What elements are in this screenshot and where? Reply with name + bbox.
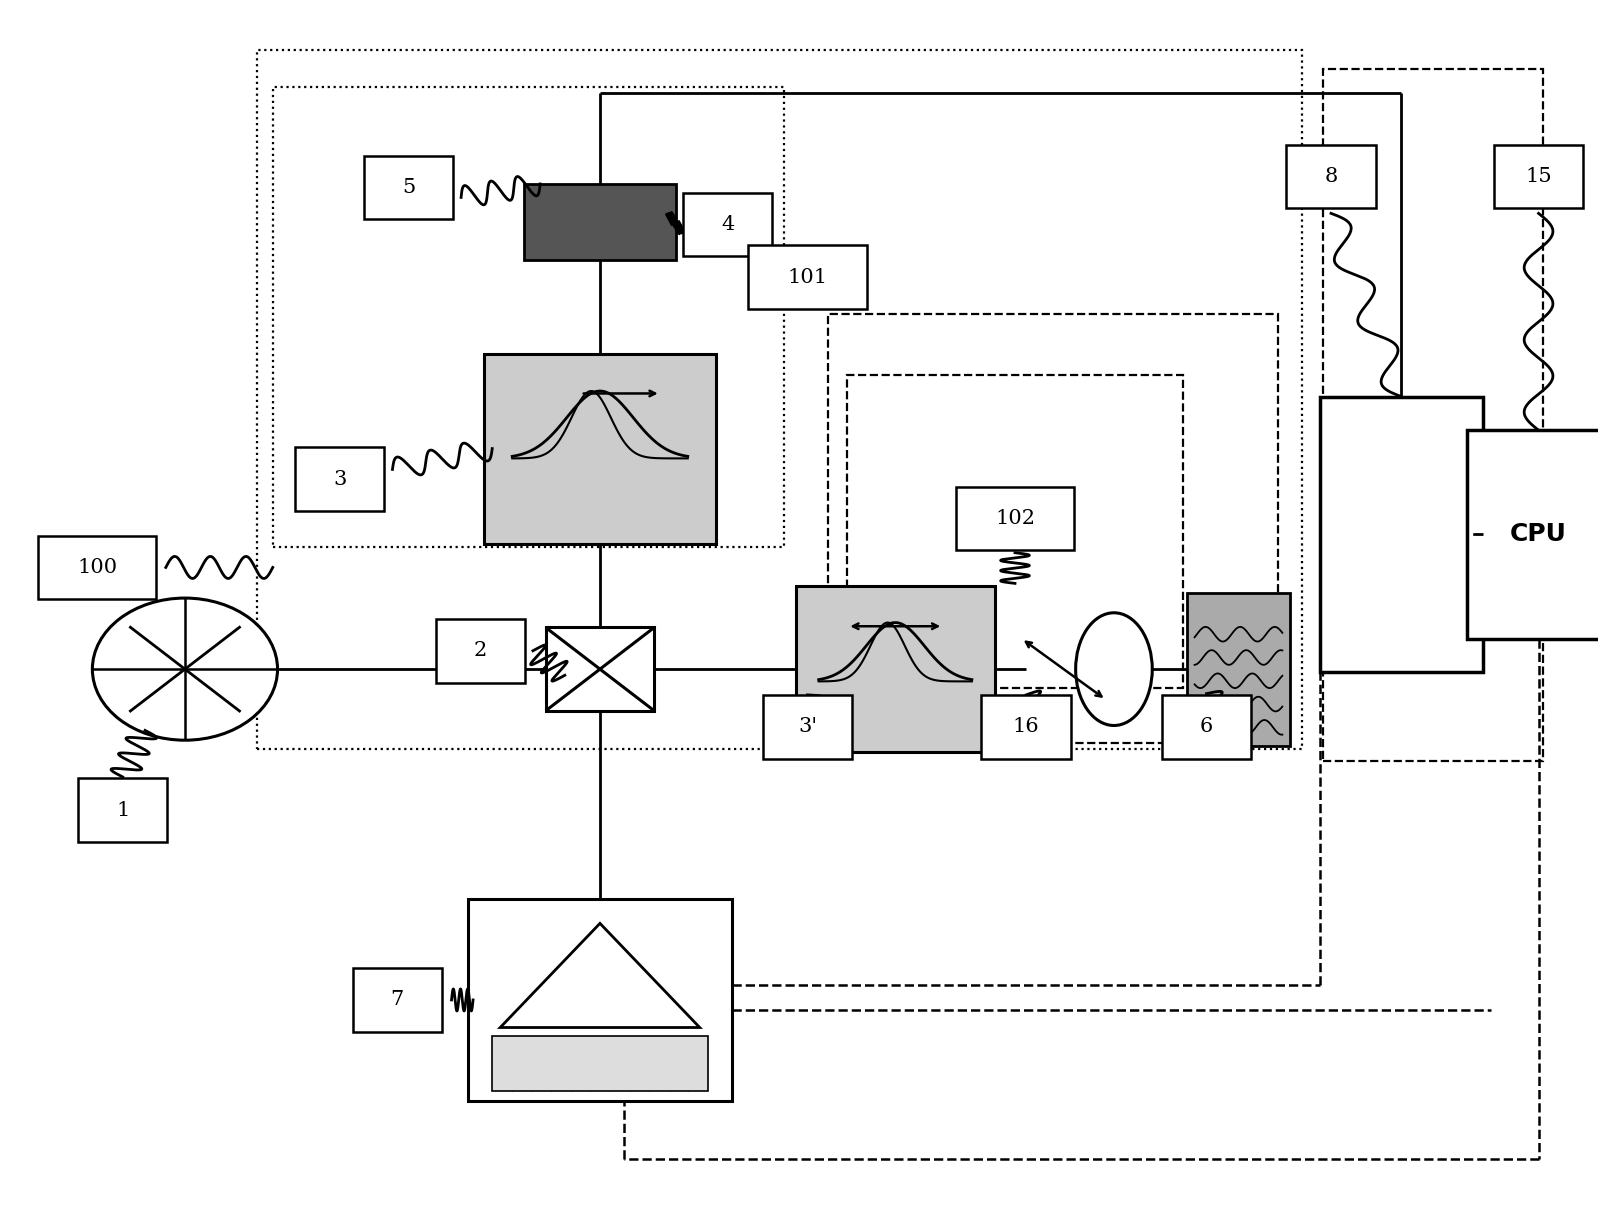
Text: 5: 5 bbox=[401, 178, 416, 198]
Text: 1: 1 bbox=[117, 801, 130, 819]
Bar bbox=[38, 535, 157, 599]
Bar bbox=[1493, 145, 1583, 209]
Text: 6: 6 bbox=[1199, 717, 1214, 737]
Bar bbox=[1322, 69, 1543, 761]
Bar bbox=[363, 156, 453, 220]
Bar bbox=[524, 184, 676, 260]
Bar bbox=[484, 354, 716, 544]
Bar bbox=[847, 375, 1183, 688]
Bar bbox=[492, 1036, 708, 1092]
Bar bbox=[1162, 695, 1252, 759]
Bar bbox=[828, 314, 1278, 743]
Bar bbox=[352, 968, 441, 1032]
Text: 101: 101 bbox=[787, 268, 828, 286]
Bar bbox=[469, 899, 732, 1102]
Circle shape bbox=[93, 598, 278, 740]
Bar bbox=[796, 587, 995, 752]
Bar bbox=[296, 447, 384, 511]
Text: 15: 15 bbox=[1525, 167, 1553, 187]
Bar bbox=[956, 486, 1075, 550]
Text: 3: 3 bbox=[333, 470, 347, 489]
Bar bbox=[982, 695, 1071, 759]
Bar bbox=[748, 246, 867, 309]
Bar bbox=[1466, 430, 1599, 639]
Text: 16: 16 bbox=[1012, 717, 1039, 737]
Bar bbox=[763, 695, 852, 759]
Bar bbox=[78, 779, 168, 842]
Text: 3': 3' bbox=[798, 717, 817, 737]
Bar bbox=[683, 193, 772, 257]
Text: 102: 102 bbox=[995, 508, 1035, 528]
Bar bbox=[1186, 593, 1290, 745]
Text: 7: 7 bbox=[390, 991, 405, 1009]
Bar bbox=[273, 87, 784, 546]
Bar bbox=[1319, 397, 1482, 672]
Text: 100: 100 bbox=[77, 558, 117, 577]
Ellipse shape bbox=[1076, 613, 1153, 726]
Text: CPU: CPU bbox=[1509, 522, 1567, 546]
Bar bbox=[1286, 145, 1375, 209]
Text: 4: 4 bbox=[721, 215, 734, 233]
Bar bbox=[545, 628, 654, 711]
Text: 2: 2 bbox=[473, 641, 486, 661]
Bar bbox=[257, 50, 1302, 749]
Bar bbox=[435, 619, 524, 683]
Text: 8: 8 bbox=[1324, 167, 1338, 187]
